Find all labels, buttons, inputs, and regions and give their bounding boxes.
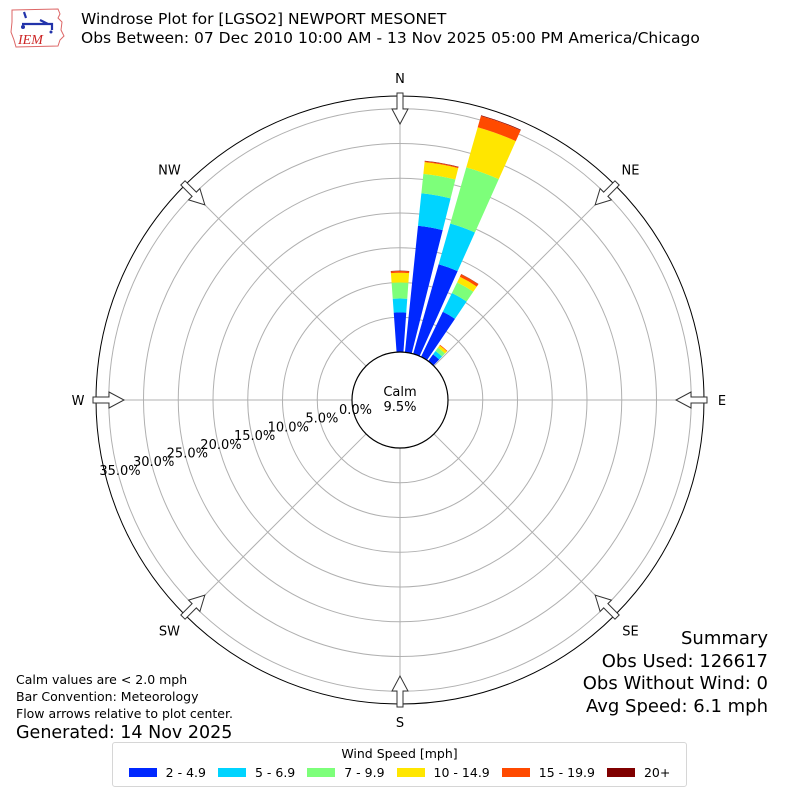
flow-arrow-icon — [594, 594, 620, 620]
ring-label: 15.0% — [234, 429, 275, 444]
legend-item: 2 - 4.9 — [128, 765, 206, 780]
note-bar-convention: Bar Convention: Meteorology — [16, 689, 199, 704]
flow-arrow-icon — [594, 180, 620, 206]
summary-title: Summary — [681, 628, 768, 649]
notes-block: Calm values are < 2.0 mph Bar Convention… — [16, 671, 233, 744]
bar-segment — [461, 273, 479, 285]
legend-item: 5 - 6.9 — [217, 765, 296, 780]
legend-swatch — [396, 768, 425, 777]
flow-arrow-icon — [180, 180, 206, 206]
ring-label: 25.0% — [167, 447, 208, 462]
ring-label: 5.0% — [305, 412, 338, 427]
legend: Wind Speed [mph] 2 - 4.9 5 - 6.9 7 - 9.9 10… — [112, 742, 687, 787]
ring-label: 35.0% — [99, 464, 140, 479]
direction-label-sw: SW — [159, 625, 180, 640]
ring-label: 30.0% — [133, 455, 174, 470]
bar-segment — [418, 193, 451, 231]
generated-date: Generated: 14 Nov 2025 — [16, 723, 233, 743]
legend-items: 2 - 4.9 5 - 6.9 7 - 9.9 10 - 14.9 15 - 19.9 2… — [113, 765, 686, 780]
bar-segment — [433, 350, 443, 360]
flow-arrow-icon — [674, 391, 708, 409]
legend-item: 10 - 14.9 — [396, 765, 490, 780]
bar-segment — [438, 223, 475, 272]
direction-labels: N NE E SE S SW W NW — [72, 72, 727, 731]
bar-segment — [459, 274, 479, 287]
direction-arrows — [92, 92, 708, 708]
avg-speed: Avg Speed: 6.1 mph — [586, 695, 768, 717]
bar-segment — [435, 347, 446, 357]
legend-item: 15 - 19.9 — [501, 765, 595, 780]
legend-item: 20+ — [606, 765, 671, 780]
direction-label-s: S — [396, 716, 404, 731]
calm-label: Calm — [383, 385, 416, 400]
title-line-2: Obs Between: 07 Dec 2010 10:00 AM - 13 N… — [81, 29, 700, 47]
bar-segment — [450, 167, 499, 233]
ring-label: 0.0% — [339, 403, 372, 418]
bar-segment — [439, 344, 448, 352]
bar-segment — [424, 160, 459, 168]
bar-segment — [480, 115, 521, 131]
bar-segment — [404, 225, 443, 354]
legend-label: 10 - 14.9 — [433, 765, 490, 780]
direction-label-nw: NW — [158, 163, 181, 178]
bar-segment — [391, 282, 409, 299]
direction-label-se: SE — [622, 625, 638, 640]
bar-segment — [390, 272, 410, 283]
bar-segment — [392, 298, 408, 313]
obs-used: Obs Used: 126617 — [601, 650, 768, 672]
windrose-bars — [390, 115, 521, 366]
direction-label-e: E — [718, 394, 726, 409]
direction-label-w: W — [72, 394, 85, 409]
legend-swatch — [307, 768, 336, 777]
flow-arrow-icon — [391, 674, 409, 708]
bar-segment — [451, 282, 474, 302]
note-flow-arrows: Flow arrows relative to plot center. — [16, 706, 233, 721]
legend-label: 20+ — [643, 765, 671, 780]
bar-segment — [437, 345, 447, 354]
ring-labels: 0.0%5.0%10.0%15.0%20.0%25.0%30.0%35.0% — [99, 403, 372, 479]
logo-text: IEM — [17, 33, 44, 48]
direction-label-n: N — [395, 72, 405, 87]
bar-segment — [420, 311, 455, 361]
obs-without-wind: Obs Without Wind: 0 — [582, 673, 768, 694]
legend-label: 15 - 19.9 — [538, 765, 595, 780]
legend-label: 5 - 6.9 — [254, 765, 296, 780]
bar-segment — [421, 173, 456, 199]
bar-segment — [424, 161, 459, 169]
legend-swatch — [606, 768, 635, 777]
legend-swatch — [128, 768, 157, 777]
bar-segment — [393, 312, 407, 353]
title-line-1: Windrose Plot for [LGSO2] NEWPORT MESONE… — [81, 10, 447, 28]
bar-segment — [390, 270, 410, 272]
flow-arrow-icon — [391, 92, 409, 126]
calm-value: 9.5% — [383, 400, 416, 415]
bar-segment — [477, 115, 521, 142]
bar-segment — [466, 127, 516, 180]
flow-arrow-icon — [180, 594, 206, 620]
iem-logo: IEM — [10, 8, 65, 48]
legend-item: 7 - 9.9 — [307, 765, 385, 780]
note-calm: Calm values are < 2.0 mph — [16, 672, 188, 687]
bar-segment — [423, 162, 459, 180]
legend-label: 7 - 9.9 — [344, 765, 385, 780]
legend-swatch — [217, 768, 246, 777]
legend-label: 2 - 4.9 — [165, 765, 206, 780]
summary-block: Summary Obs Used: 126617 Obs Without Win… — [583, 628, 768, 718]
bar-segment — [390, 271, 410, 274]
ring-label: 20.0% — [200, 438, 241, 453]
ring-label: 10.0% — [268, 420, 309, 435]
legend-title: Wind Speed [mph] — [341, 746, 458, 761]
bar-segment — [442, 293, 467, 319]
bar-segment — [413, 264, 458, 357]
bar-segment — [457, 276, 477, 292]
direction-label-ne: NE — [622, 163, 640, 178]
flow-arrow-icon — [92, 391, 126, 409]
legend-swatch — [501, 768, 530, 777]
chart-title: Windrose Plot for [LGSO2] NEWPORT MESONE… — [81, 10, 700, 48]
